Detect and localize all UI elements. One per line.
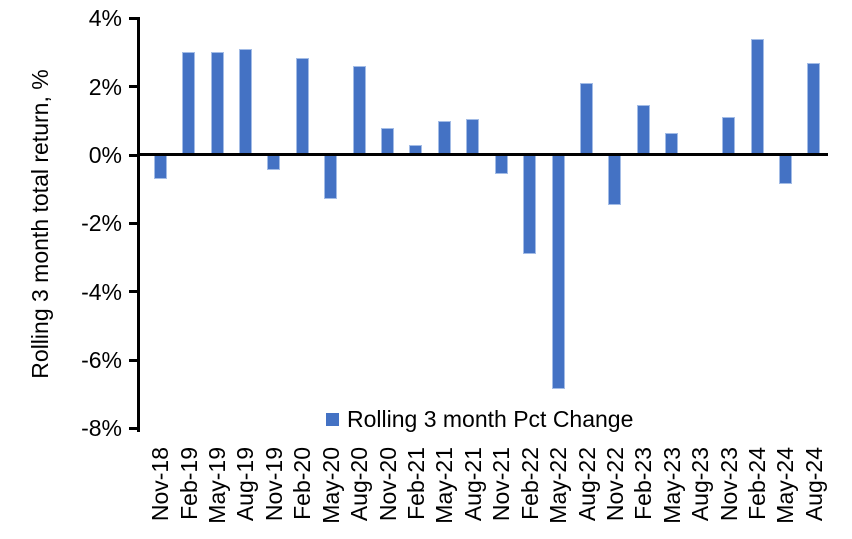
bar-Nov-21 — [494, 154, 508, 174]
bar-Aug-22 — [580, 83, 593, 157]
bar-Feb-20 — [295, 57, 309, 157]
bar-May-20 — [324, 154, 338, 200]
bar-Aug-21 — [466, 119, 480, 157]
x-tick-label: May-24 — [772, 447, 799, 524]
bar-Aug-20 — [352, 66, 366, 157]
x-tick-label: May-23 — [658, 447, 685, 524]
x-tick-label: Feb-21 — [402, 447, 429, 520]
x-tick-label: Feb-24 — [744, 447, 771, 520]
y-tick-mark — [129, 153, 138, 157]
x-tick-label: Nov-20 — [374, 447, 401, 522]
y-tick-label: 0% — [88, 142, 122, 168]
bar-Aug-24 — [807, 62, 821, 157]
bar-May-19 — [210, 52, 224, 157]
x-tick-label: Nov-18 — [147, 447, 174, 522]
x-tick-label: Nov-19 — [260, 447, 287, 522]
bar-Nov-22 — [608, 154, 622, 205]
y-tick-label: 4% — [88, 5, 122, 32]
x-tick-label: Feb-22 — [516, 447, 543, 520]
y-tick-mark — [129, 290, 138, 294]
x-tick-label: Aug-20 — [346, 447, 373, 522]
y-tick-mark — [129, 426, 138, 430]
bar-May-24 — [778, 154, 792, 185]
x-tick-label: May-20 — [317, 447, 344, 524]
x-tick-label: Aug-21 — [459, 447, 486, 522]
legend-label: Rolling 3 month Pct Change — [347, 406, 634, 432]
bar-Feb-22 — [523, 154, 537, 255]
x-tick-label: Aug-19 — [232, 447, 259, 522]
x-tick-label: Aug-22 — [573, 447, 600, 522]
x-tick-label: Nov-23 — [715, 447, 742, 522]
bar-Nov-18 — [153, 154, 167, 179]
x-tick-label: Aug-24 — [800, 447, 827, 522]
y-axis-line — [137, 17, 140, 432]
y-tick-mark — [129, 85, 138, 89]
x-tick-label: Feb-20 — [289, 447, 316, 520]
x-tick-label: Feb-23 — [630, 447, 657, 520]
bar-Nov-23 — [722, 117, 736, 157]
x-tick-label: Aug-23 — [687, 447, 714, 522]
bar-Feb-24 — [750, 38, 764, 157]
x-tick-label: May-21 — [431, 447, 458, 524]
legend-swatch-icon — [326, 412, 339, 426]
y-tick-mark — [129, 358, 138, 362]
x-tick-label: Nov-22 — [601, 447, 628, 522]
x-tick-label: Nov-21 — [488, 447, 515, 522]
x-axis-zero-line — [137, 153, 828, 156]
x-tick-label: May-19 — [204, 447, 231, 524]
bar-Aug-19 — [238, 49, 252, 157]
legend: Rolling 3 month Pct Change — [326, 405, 633, 433]
x-tick-label: Feb-19 — [175, 447, 202, 520]
y-tick-label: -2% — [81, 210, 122, 237]
bar-Nov-19 — [267, 154, 281, 171]
y-tick-label: -4% — [81, 278, 122, 305]
y-tick-label: -8% — [81, 415, 122, 442]
x-tick-label: May-22 — [545, 447, 572, 524]
y-tick-label: -6% — [81, 347, 122, 374]
bar-Feb-19 — [182, 52, 196, 157]
bar-May-22 — [551, 154, 565, 390]
bar-Feb-23 — [636, 105, 650, 157]
y-tick-mark — [129, 221, 138, 225]
y-tick-mark — [129, 16, 138, 20]
bar-May-21 — [437, 120, 451, 157]
y-tick-label: 2% — [88, 73, 122, 100]
